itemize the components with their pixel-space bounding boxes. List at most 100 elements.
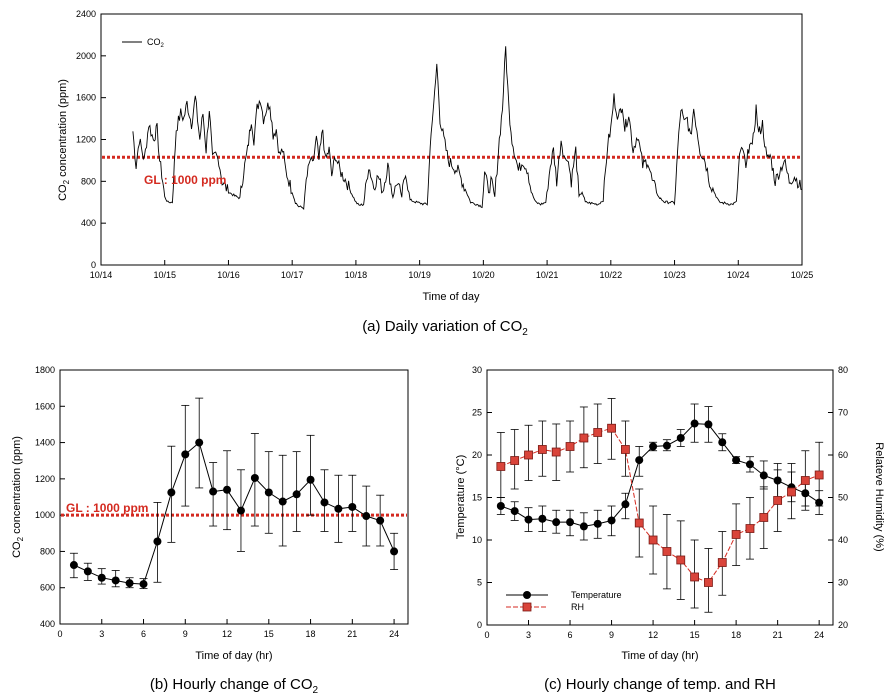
- plot-frame-a: [100, 13, 803, 266]
- x-tick-label-c: 21: [773, 630, 783, 640]
- co2-hourly-point: [223, 485, 232, 494]
- y2-tick-label-c: 80: [838, 365, 848, 375]
- x-tick-label-b: 9: [183, 629, 188, 639]
- co2-hourly-point: [334, 504, 343, 513]
- y2-tick-label-c: 30: [838, 578, 848, 588]
- co2-hourly-point: [125, 579, 134, 588]
- x-tick-label-c: 3: [526, 630, 531, 640]
- y-tick-label-b: 1200: [35, 474, 55, 484]
- y2-tick-label-c: 60: [838, 450, 848, 460]
- y-tick-label-b: 1600: [35, 401, 55, 411]
- temperature-point: [524, 515, 533, 524]
- co2-hourly-point: [209, 487, 218, 496]
- x-tick-label-c: 9: [609, 630, 614, 640]
- y-tick-label-b: 1400: [35, 438, 55, 448]
- y2-tick-label-c: 20: [838, 620, 848, 630]
- temperature-point: [676, 434, 685, 442]
- co2-hourly-point: [390, 547, 399, 556]
- x-tick-label-a: 10/17: [281, 270, 304, 280]
- rh-point: [690, 572, 699, 582]
- temperature-point: [732, 456, 741, 465]
- x-axis-label-c: Time of day (hr): [621, 650, 698, 662]
- temperature-point: [538, 514, 547, 523]
- x-tick-label-a: 10/15: [153, 270, 176, 280]
- co2-hourly-point: [348, 502, 357, 511]
- legend-label-a: CO2: [147, 37, 165, 49]
- temperature-point: [815, 498, 824, 507]
- x-tick-label-b: 12: [222, 629, 232, 639]
- co2-hourly-point: [139, 580, 148, 589]
- co2-hourly-point: [97, 573, 106, 582]
- rh-point: [579, 433, 589, 443]
- x-axis-label-b: Time of day (hr): [195, 650, 272, 662]
- x-tick-label-c: 6: [568, 630, 573, 640]
- x-tick-label-c: 24: [814, 630, 824, 640]
- y2-tick-label-c: 70: [838, 408, 848, 418]
- temperature-point: [496, 502, 505, 510]
- rh-point: [648, 535, 658, 545]
- rh-point: [565, 442, 575, 451]
- co2-hourly-point: [306, 475, 315, 484]
- caption-a: (a) Daily variation of CO2: [362, 318, 528, 338]
- co2-hourly-point: [376, 516, 385, 525]
- y-tick-label-c: 10: [472, 535, 482, 545]
- rh-point: [662, 547, 672, 556]
- x-tick-label-b: 6: [141, 629, 146, 639]
- rh-point: [496, 462, 506, 471]
- co2-hourly-point: [292, 490, 301, 499]
- y-tick-label-c: 0: [477, 620, 482, 630]
- y-axis-label-c: Temperature (°C): [455, 455, 467, 539]
- rh-point: [676, 555, 686, 565]
- temperature-point: [704, 420, 713, 429]
- x-tick-label-b: 15: [264, 629, 274, 639]
- x-tick-label-b: 3: [99, 629, 104, 639]
- y-tick-label-a: 2000: [76, 51, 96, 61]
- legend-rh-marker: [522, 602, 532, 612]
- y2-tick-label-c: 40: [838, 535, 848, 545]
- x-tick-label-a: 10/19: [408, 270, 431, 280]
- temperature-point: [801, 489, 810, 498]
- rh-point: [814, 470, 824, 480]
- temperature-point: [510, 507, 519, 516]
- y2-axis-label-c: Relateve Humidity (%): [873, 442, 885, 551]
- y-tick-label-a: 400: [81, 218, 96, 228]
- co2-hourly-point: [111, 576, 120, 585]
- rh-point: [717, 558, 727, 567]
- temperature-point: [759, 471, 768, 480]
- y-tick-label-c: 25: [472, 408, 482, 418]
- caption-b: (b) Hourly change of CO2: [150, 676, 319, 696]
- rh-point: [745, 524, 755, 533]
- guideline-label-a: GL : 1000 ppm: [144, 173, 226, 187]
- x-tick-label-a: 10/24: [727, 270, 750, 280]
- x-tick-label-c: 18: [731, 630, 741, 640]
- rh-point: [773, 496, 783, 505]
- x-tick-label-c: 15: [690, 630, 700, 640]
- x-axis-label-a: Time of day: [422, 291, 480, 303]
- legend-temp-label: Temperature: [571, 590, 622, 600]
- co2-hourly-point: [362, 512, 371, 521]
- x-tick-label-a: 10/23: [663, 270, 686, 280]
- caption-c: (c) Hourly change of temp. and RH: [544, 676, 776, 693]
- temperature-point: [566, 518, 575, 527]
- legend-temp-marker: [523, 591, 531, 599]
- y-axis-label-b: CO2 concentration (ppm): [11, 436, 25, 558]
- x-tick-label-b: 24: [389, 629, 399, 639]
- y-tick-label-b: 1000: [35, 510, 55, 520]
- temperature-point: [649, 442, 658, 451]
- temperature-point: [579, 522, 588, 531]
- co2-hourly-point: [236, 506, 245, 515]
- temperature-point: [552, 518, 561, 527]
- co2-hourly-point: [153, 537, 162, 546]
- x-tick-label-a: 10/16: [217, 270, 240, 280]
- co2-hourly-point: [83, 567, 92, 576]
- legend-rh-label: RH: [571, 602, 584, 612]
- panel-c-hourly-temp-rh: 0 5 10 15 20 25 30 20 30 40 50 60 70 80 0 3 6 9 12 15 18 21…: [455, 365, 885, 693]
- temperature-point: [607, 516, 616, 525]
- co2-hourly-point: [195, 438, 204, 447]
- y-tick-label-a: 0: [91, 260, 96, 270]
- temperature-line: [500, 423, 820, 527]
- x-tick-label-b: 0: [57, 629, 62, 639]
- panel-b-hourly-co2: 400 600 800 1000 1200 1400 1600 1800 0 3 6 9 12 15 18…: [11, 365, 409, 696]
- x-tick-label-a: 10/22: [600, 270, 623, 280]
